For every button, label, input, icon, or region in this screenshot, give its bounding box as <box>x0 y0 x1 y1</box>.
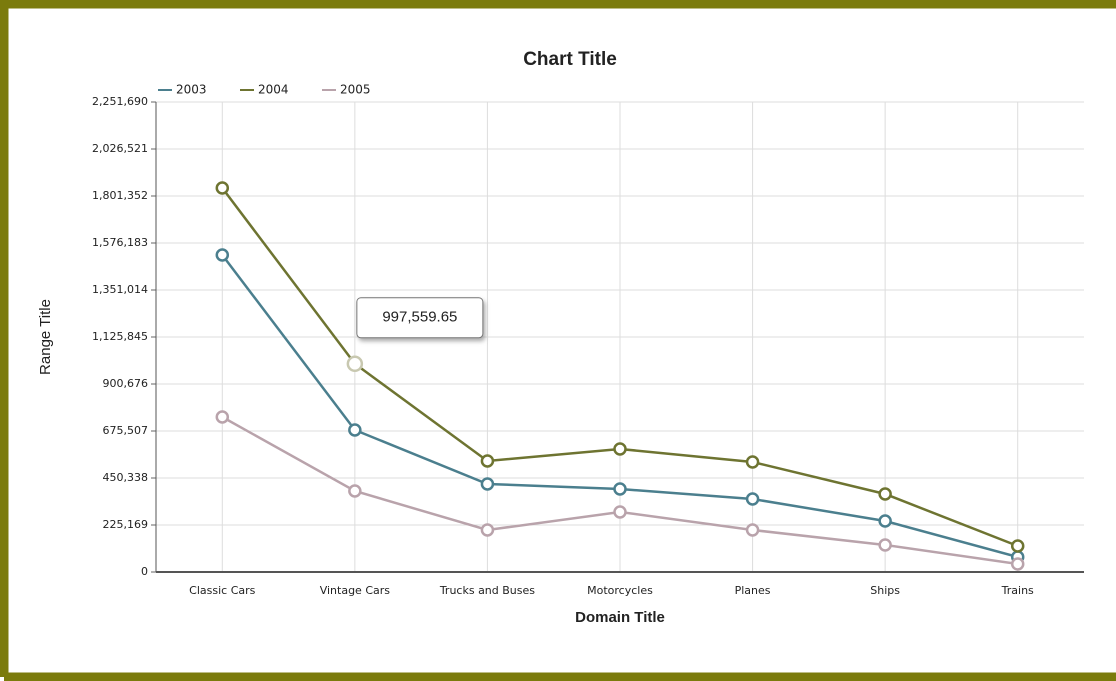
y-tick-label: 450,338 <box>103 471 149 484</box>
legend-label: 2003 <box>176 83 207 97</box>
point <box>348 484 362 498</box>
x-tick-label: Motorcycles <box>587 584 653 597</box>
point <box>1010 539 1025 553</box>
y-tick-label: 1,125,845 <box>92 330 148 343</box>
y-tick-label: 1,576,183 <box>92 236 148 249</box>
point <box>480 477 495 491</box>
point <box>480 523 495 537</box>
x-tick-label: Vintage Cars <box>320 584 391 597</box>
tooltip <box>356 297 484 339</box>
legend-label: 2005 <box>340 83 371 97</box>
point <box>215 410 230 424</box>
point <box>348 423 362 437</box>
y-tick-label: 2,251,690 <box>92 95 148 108</box>
point <box>613 505 627 519</box>
point <box>1010 557 1025 571</box>
point <box>878 514 892 528</box>
x-tick-label: Trains <box>1001 584 1034 597</box>
legend-label: 2004 <box>258 83 289 97</box>
y-tick-label: 0 <box>141 565 148 578</box>
y-tick-label: 675,507 <box>103 424 149 437</box>
point <box>215 248 230 262</box>
y-tick-label: 225,169 <box>103 518 149 531</box>
point <box>215 181 230 195</box>
y-axis-title: Range Title <box>37 299 54 375</box>
chart-title: Chart Title <box>523 49 617 70</box>
point <box>878 487 892 501</box>
x-tick-label: Classic Cars <box>189 584 255 597</box>
tooltip-label: 997,559.65 <box>382 309 457 326</box>
point <box>878 538 892 552</box>
x-tick-label: Planes <box>735 584 771 597</box>
point <box>745 523 760 537</box>
y-tick-label: 2,026,521 <box>92 142 148 155</box>
y-tick-label: 900,676 <box>103 377 149 390</box>
point <box>613 442 627 456</box>
x-tick-label: Ships <box>870 584 900 597</box>
point <box>745 492 760 506</box>
y-tick-label: 1,801,352 <box>92 189 148 202</box>
point <box>346 355 364 373</box>
x-tick-label: Trucks and Buses <box>439 584 535 597</box>
point <box>613 482 627 496</box>
y-tick-label: 1,351,014 <box>92 283 148 296</box>
x-axis-title: Domain Title <box>575 609 665 626</box>
point <box>480 454 495 468</box>
point <box>745 455 760 469</box>
